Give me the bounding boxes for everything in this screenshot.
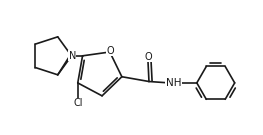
Text: Cl: Cl xyxy=(73,98,83,108)
Text: O: O xyxy=(106,46,114,56)
Text: O: O xyxy=(144,52,152,62)
Text: NH: NH xyxy=(166,78,181,88)
Text: N: N xyxy=(69,51,76,61)
